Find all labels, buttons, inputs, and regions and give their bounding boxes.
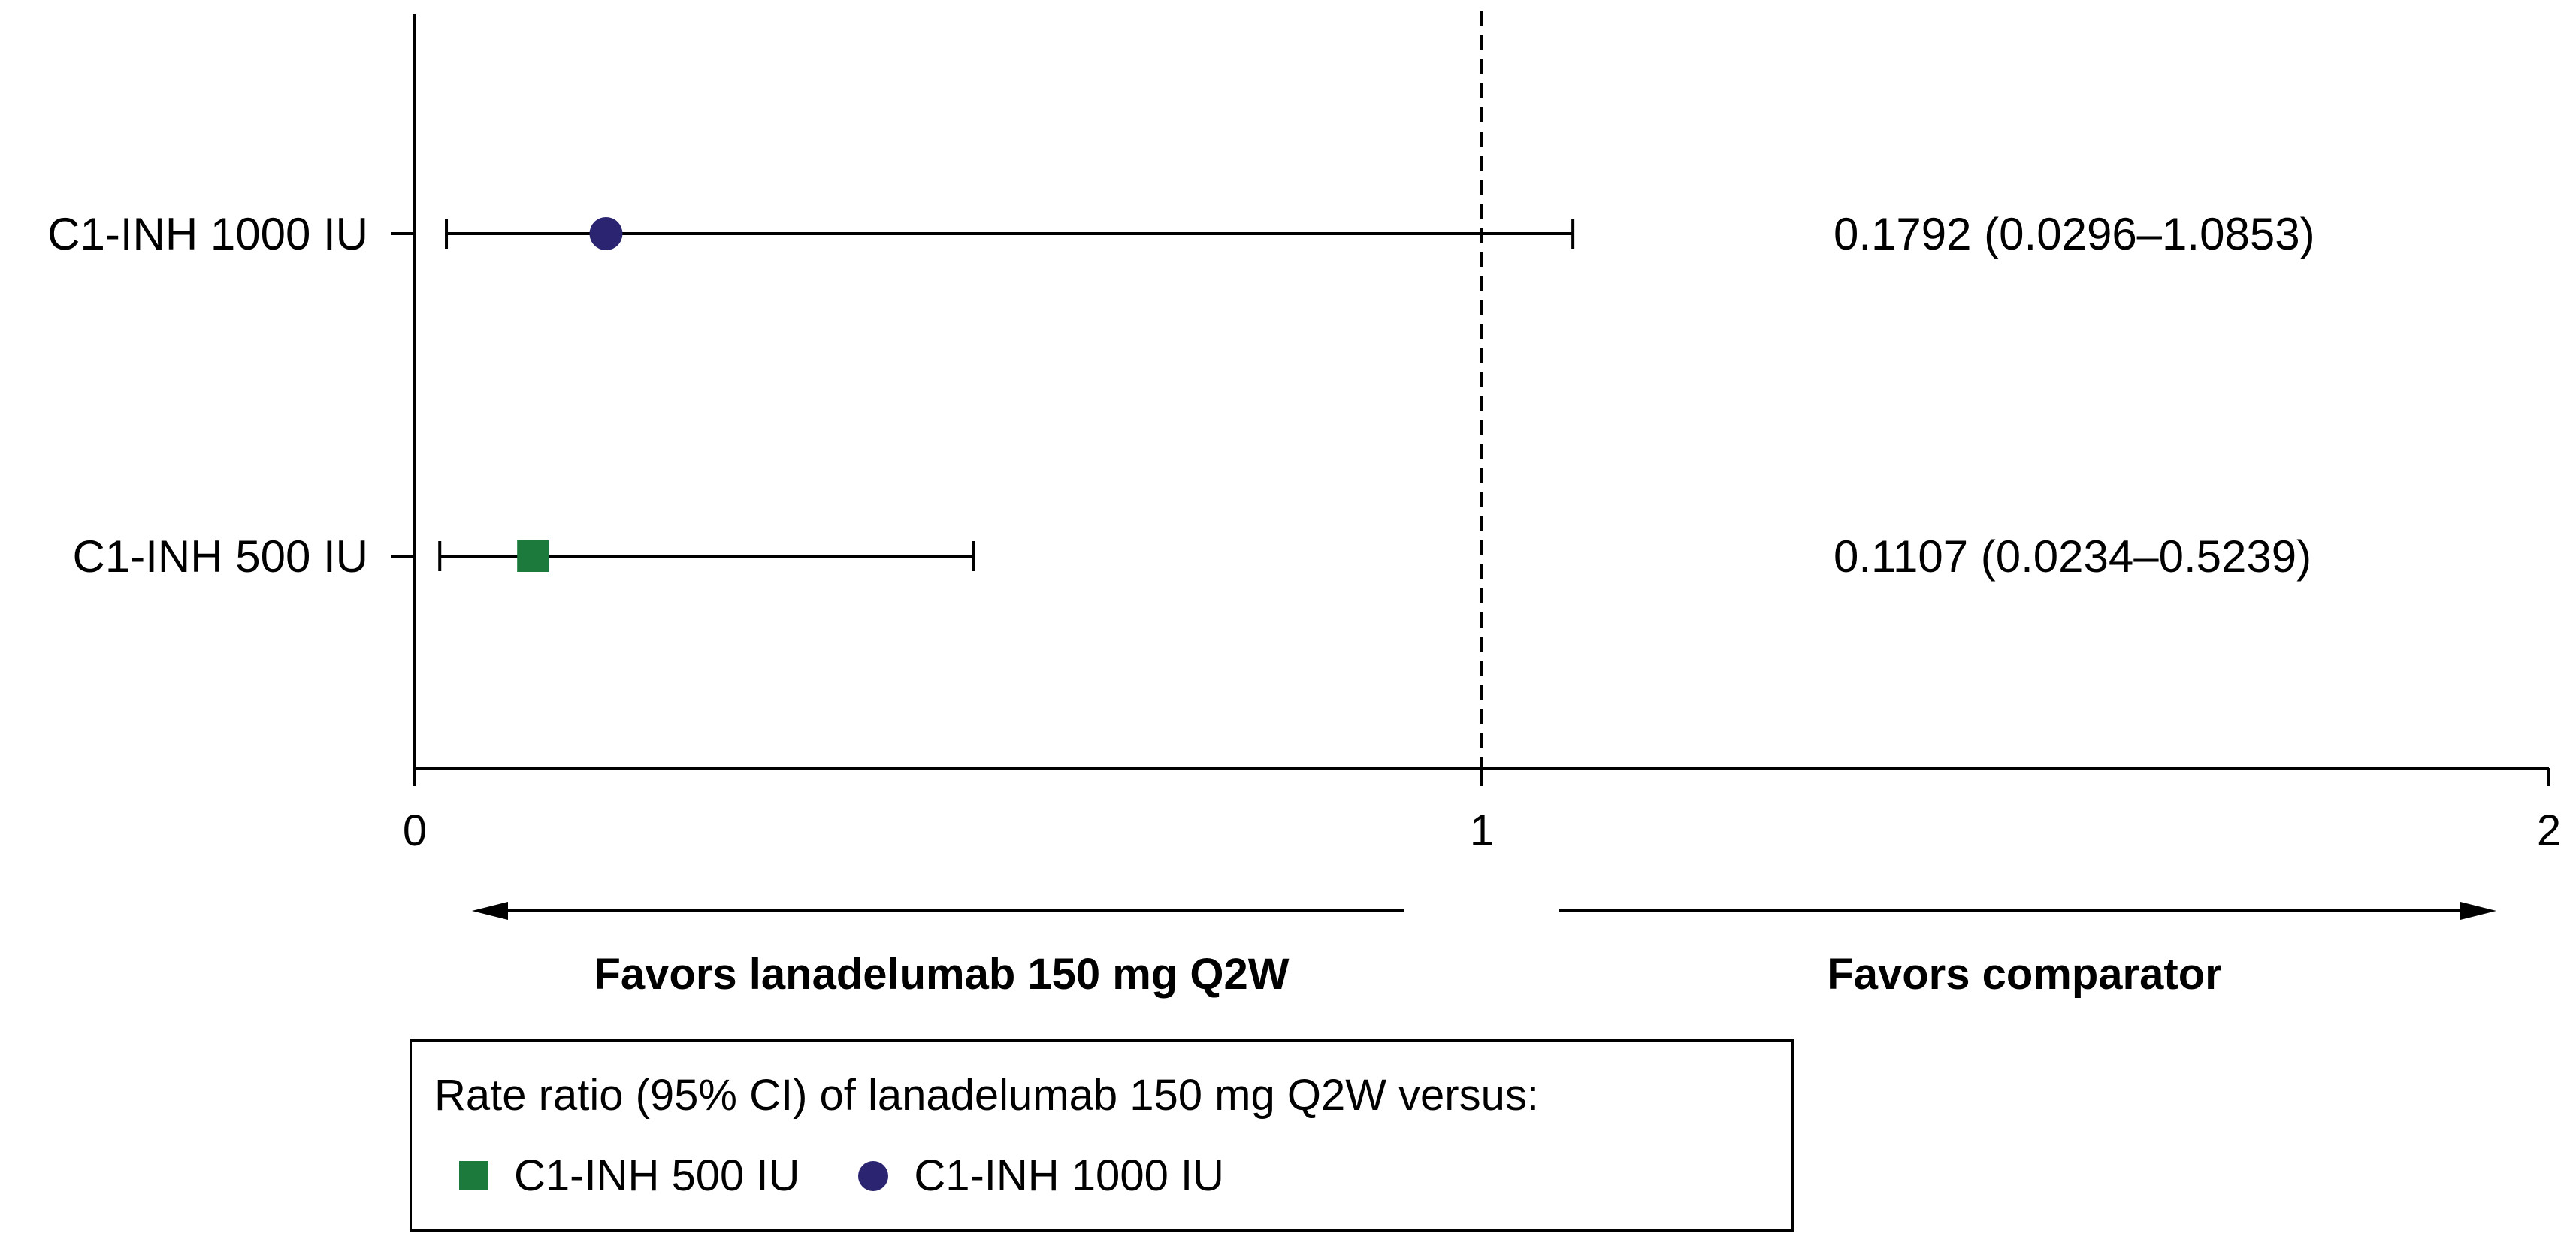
forest-row-1: C1-INH 500 IU 0.1107 (0.0234–0.5239) bbox=[73, 531, 2312, 582]
green-square-icon bbox=[459, 1161, 488, 1190]
x-tick-label-0: 0 bbox=[403, 806, 427, 855]
legend-label-1000: C1-INH 1000 IU bbox=[914, 1151, 1224, 1200]
legend: Rate ratio (95% CI) of lanadelumab 150 m… bbox=[410, 1039, 1794, 1232]
estimate-text-1: 0.1107 (0.0234–0.5239) bbox=[1834, 531, 2311, 582]
estimate-point-0 bbox=[589, 217, 623, 250]
right-arrowhead bbox=[2460, 902, 2496, 920]
legend-item-500: C1-INH 500 IU bbox=[459, 1151, 800, 1201]
legend-label-500: C1-INH 500 IU bbox=[514, 1151, 800, 1200]
row-label-0: C1-INH 1000 IU bbox=[47, 209, 368, 259]
forest-row-0: C1-INH 1000 IU 0.1792 (0.0296–1.0853) bbox=[47, 209, 2314, 259]
estimate-text-0: 0.1792 (0.0296–1.0853) bbox=[1834, 209, 2315, 259]
navy-circle-icon bbox=[858, 1160, 889, 1191]
favors-left-label: Favors lanadelumab 150 mg Q2W bbox=[594, 950, 1289, 999]
legend-items: C1-INH 500 IU C1-INH 1000 IU bbox=[459, 1151, 1283, 1201]
x-tick-label-1: 1 bbox=[1470, 806, 1494, 855]
left-arrowhead bbox=[472, 902, 508, 920]
legend-item-1000: C1-INH 1000 IU bbox=[858, 1151, 1224, 1201]
x-tick-label-2: 2 bbox=[2537, 806, 2561, 855]
favors-right-label: Favors comparator bbox=[1827, 950, 2221, 999]
row-label-1: C1-INH 500 IU bbox=[73, 531, 368, 582]
legend-title: Rate ratio (95% CI) of lanadelumab 150 m… bbox=[434, 1071, 1539, 1120]
estimate-point-1 bbox=[517, 540, 549, 572]
